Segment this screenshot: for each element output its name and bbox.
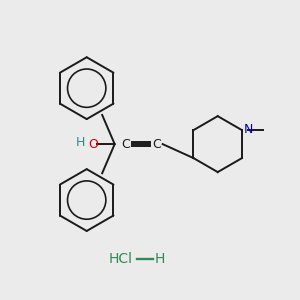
Text: N: N [243,123,253,136]
Text: C: C [152,138,161,151]
Text: O: O [88,138,98,151]
Text: H: H [76,136,85,149]
Text: C: C [122,138,130,151]
Text: H: H [155,252,166,266]
Text: HCl: HCl [109,252,133,266]
